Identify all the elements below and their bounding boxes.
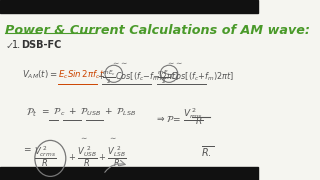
Text: $E_c Sin\,2\pi f_c t$: $E_c Sin\,2\pi f_c t$ [58,68,105,81]
Text: $\mathcal{P}_t$: $\mathcal{P}_t$ [26,106,37,119]
Text: $+\!\frac{mE_c}{2}Cos[(f_c\!-\!f_m)2\pi t]$: $+\!\frac{mE_c}{2}Cos[(f_c\!-\!f_m)2\pi … [97,68,179,86]
Text: $\Rightarrow \mathcal{P}\!=\!\ \dfrac{V_{rms}^{\ 2}}{\ }$: $\Rightarrow \mathcal{P}\!=\!\ \dfrac{V_… [155,106,203,125]
Text: $=\ \mathcal{P}_c\ +\ \mathcal{P}_{USB}\ +\ \mathcal{P}_{LSB}$: $=\ \mathcal{P}_c\ +\ \mathcal{P}_{USB}\… [40,106,136,118]
Text: $-\!\frac{mE_c}{2}Cos[(f_c\!+\!f_m)2\pi t]$: $-\!\frac{mE_c}{2}Cos[(f_c\!+\!f_m)2\pi … [152,68,235,86]
Text: Power & Current Calculations of AM wave:: Power & Current Calculations of AM wave: [5,24,310,37]
Text: $+\ \dfrac{V_{LSB}^{\ 2}}{R}$: $+\ \dfrac{V_{LSB}^{\ 2}}{R}$ [98,144,127,168]
Text: $=$: $=$ [22,144,32,153]
Bar [0,0,258,13]
Text: 1.: 1. [12,40,21,50]
Text: $\overline{R.}$: $\overline{R.}$ [201,144,215,159]
Text: DSB-FC: DSB-FC [21,40,61,50]
Text: $\dfrac{V_{crms}^{\ 2}}{R}$: $\dfrac{V_{crms}^{\ 2}}{R}$ [34,144,56,168]
Bar [0,167,258,180]
Text: $R$: $R$ [195,115,202,126]
Text: $\checkmark$: $\checkmark$ [5,40,14,50]
Text: $\sim$: $\sim$ [79,133,88,142]
Text: $+\ \dfrac{V_{USB}^{\ 2}}{R}$: $+\ \dfrac{V_{USB}^{\ 2}}{R}$ [68,144,98,168]
Text: $\sim$: $\sim$ [108,133,117,142]
Text: $V_{AM}(t) = $: $V_{AM}(t) = $ [22,68,58,81]
Text: $\sim\!\sim$: $\sim\!\sim$ [166,58,184,67]
Text: $\sim\!\sim$: $\sim\!\sim$ [111,58,128,67]
